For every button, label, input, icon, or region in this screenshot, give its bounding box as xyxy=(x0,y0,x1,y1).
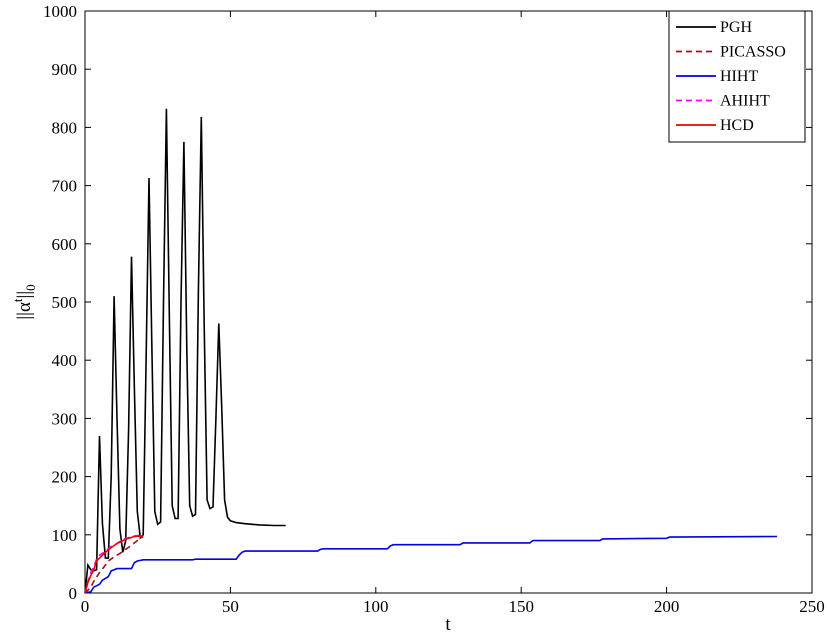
legend-label-picasso: PICASSO xyxy=(720,44,786,61)
y-tick-label: 500 xyxy=(52,293,78,312)
y-tick-label: 900 xyxy=(52,60,78,79)
legend-label-hiht: HIHT xyxy=(720,68,758,85)
x-tick-label: 0 xyxy=(81,597,90,616)
x-axis-label: t xyxy=(445,614,451,635)
y-axis-label-main: ||α xyxy=(14,302,35,320)
x-tick-label: 250 xyxy=(799,597,825,616)
x-tick-label: 100 xyxy=(363,597,389,616)
y-tick-label: 0 xyxy=(69,584,78,603)
y-tick-label: 400 xyxy=(52,351,78,370)
svg-text:||αt||0: ||αt||0 xyxy=(10,284,38,319)
y-tick-label: 800 xyxy=(52,118,78,137)
y-axis-label-bars: || xyxy=(14,291,35,299)
series-line-pgh xyxy=(84,108,286,594)
y-tick-label: 300 xyxy=(52,409,78,428)
y-tick-label: 600 xyxy=(52,235,78,254)
y-tick-label: 200 xyxy=(52,468,78,487)
y-axis-label-sub: 0 xyxy=(23,284,38,291)
y-tick-label: 1000 xyxy=(43,2,77,21)
series-line-hcd xyxy=(84,535,144,594)
y-tick-label: 100 xyxy=(52,526,78,545)
series-line-hiht xyxy=(84,535,778,594)
x-tick-label: 200 xyxy=(654,597,680,616)
x-tick-label: 150 xyxy=(508,597,534,616)
y-axis-label: ||αt||0 xyxy=(10,284,38,319)
x-tick-label: 50 xyxy=(222,597,239,616)
legend: PGH PICASSO HIHT AHIHT HCD xyxy=(668,10,806,143)
y-axis-label-sup: t xyxy=(10,298,25,302)
y-tick-label: 700 xyxy=(52,177,78,196)
legend-label-pgh: PGH xyxy=(720,19,752,36)
series-layer xyxy=(84,108,778,594)
legend-label-hcd: HCD xyxy=(720,117,754,134)
series-line-picasso xyxy=(84,535,144,594)
legend-label-ahiht: AHIHT xyxy=(720,93,770,110)
x-axis: 0 50 100 150 200 250 xyxy=(81,11,825,616)
y-axis: 0 100 200 300 400 500 600 700 800 900 1000 xyxy=(43,2,812,603)
